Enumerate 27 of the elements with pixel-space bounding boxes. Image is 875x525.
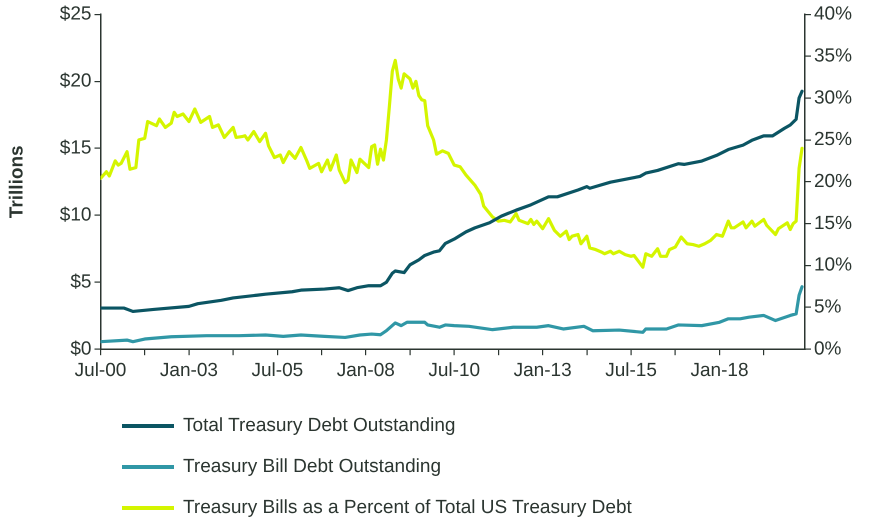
y2-tick-label: 15% [814, 212, 852, 234]
y-tick-label: $15 [60, 138, 92, 159]
y2-tick-label: 35% [814, 45, 852, 66]
x-tick-label: Jan-18 [690, 360, 749, 381]
y-tick-label: $5 [70, 271, 92, 292]
legend-label: Treasury Bills as a Percent of Total US Treasury Debt [183, 496, 632, 518]
y-tick-label: $25 [60, 4, 92, 25]
x-tick-label: Jul-00 [74, 360, 126, 381]
y2-tick-label: 25% [814, 129, 852, 150]
y-tick-label: $10 [60, 204, 92, 226]
x-tick-label: Jan-13 [514, 360, 572, 381]
y2-tick-label: 30% [814, 87, 852, 108]
y-tick-label: $0 [70, 338, 92, 360]
x-tick-label: Jul-10 [428, 360, 480, 381]
y2-tick-label: 40% [814, 4, 852, 25]
y2-tick-label: 0% [814, 338, 842, 360]
legend-label: Total Treasury Debt Outstanding [183, 414, 456, 436]
y-tick-label: $20 [60, 70, 92, 92]
x-tick-label: Jan-03 [160, 360, 218, 381]
y2-tick-label: 5% [814, 296, 842, 318]
x-tick-label: Jul-05 [251, 360, 304, 381]
x-tick-label: Jul-15 [605, 360, 657, 381]
y2-tick-label: 20% [814, 171, 852, 192]
y-axis-title: Trillions [6, 145, 28, 218]
y2-tick-label: 10% [814, 254, 852, 276]
legend-label: Treasury Bill Debt Outstanding [183, 456, 442, 478]
x-tick-label: Jan-08 [336, 360, 395, 381]
